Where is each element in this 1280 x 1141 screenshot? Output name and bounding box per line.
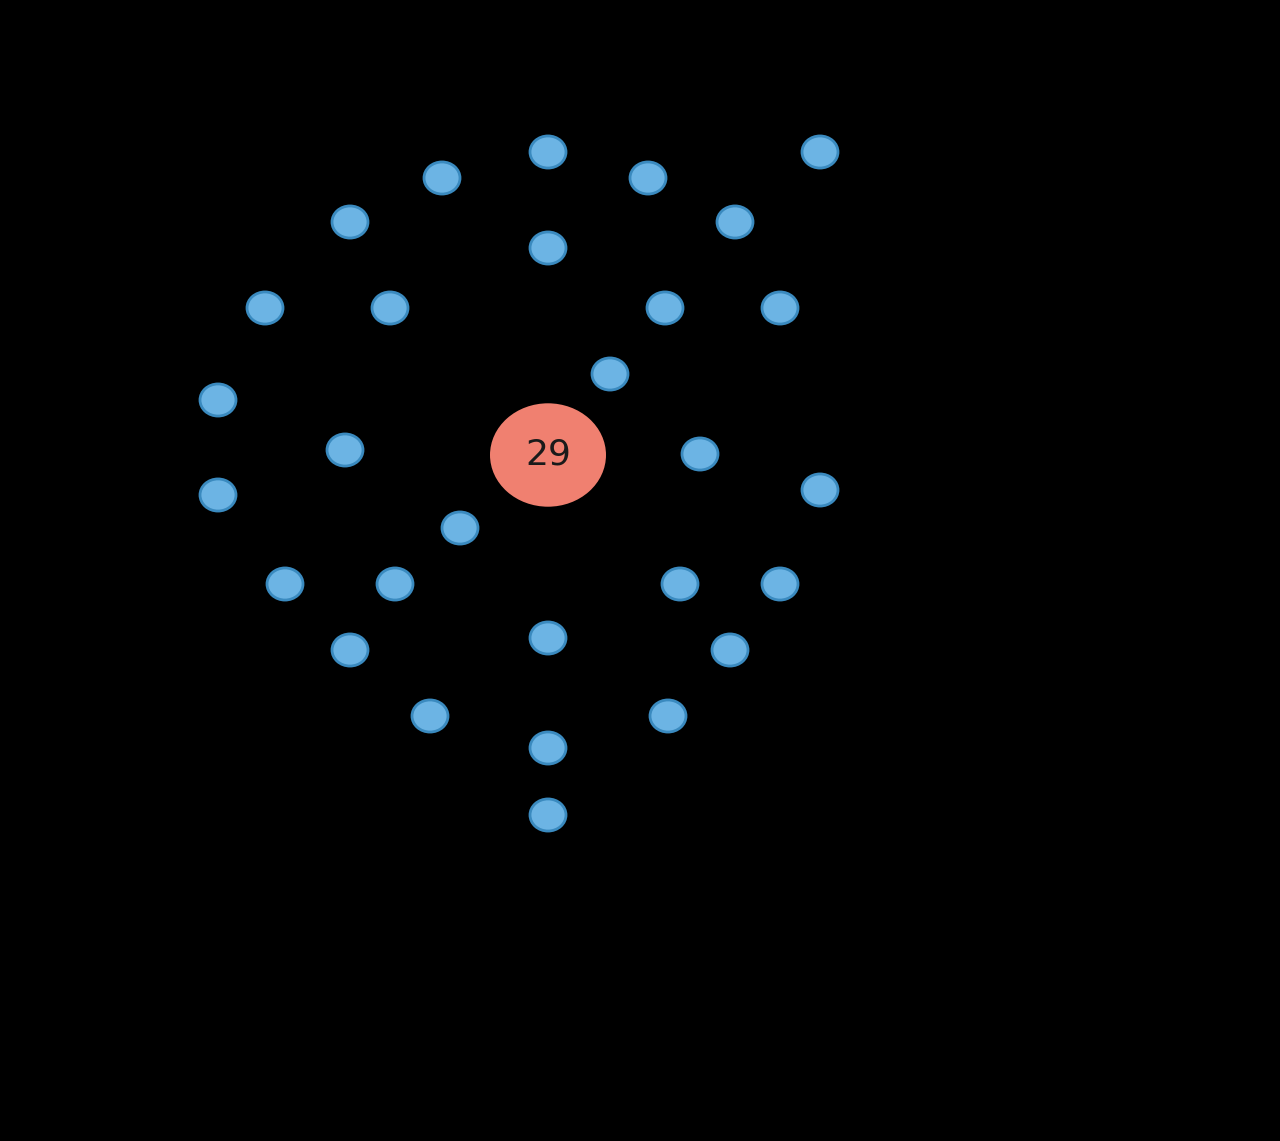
Circle shape: [490, 403, 605, 507]
Circle shape: [200, 385, 236, 416]
Circle shape: [332, 207, 369, 238]
Circle shape: [530, 232, 566, 264]
Circle shape: [650, 699, 686, 733]
Text: 29: 29: [525, 438, 571, 472]
Circle shape: [372, 292, 408, 324]
Circle shape: [803, 136, 838, 168]
Circle shape: [530, 136, 566, 168]
Circle shape: [762, 568, 797, 600]
Circle shape: [803, 474, 838, 507]
Circle shape: [712, 634, 748, 666]
Circle shape: [717, 207, 753, 238]
Circle shape: [630, 162, 666, 194]
Circle shape: [378, 568, 413, 600]
Circle shape: [530, 622, 566, 654]
Circle shape: [762, 292, 797, 324]
Circle shape: [530, 799, 566, 831]
Circle shape: [424, 162, 460, 194]
Circle shape: [200, 479, 236, 511]
Circle shape: [326, 434, 364, 466]
Circle shape: [591, 358, 628, 390]
Circle shape: [268, 568, 303, 600]
Circle shape: [646, 292, 684, 324]
Circle shape: [682, 438, 718, 470]
Circle shape: [442, 512, 477, 544]
Circle shape: [247, 292, 283, 324]
Circle shape: [332, 634, 369, 666]
Circle shape: [530, 733, 566, 764]
Circle shape: [412, 699, 448, 733]
Circle shape: [662, 568, 698, 600]
